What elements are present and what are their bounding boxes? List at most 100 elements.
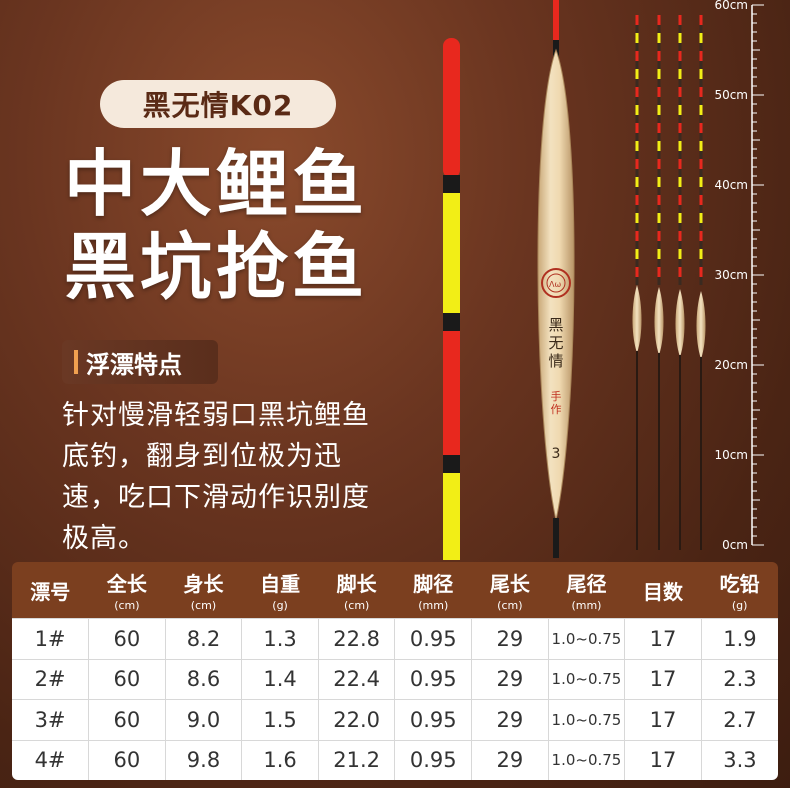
column-header-unit: (g) — [272, 599, 288, 612]
table-cell: 0.95 — [394, 618, 472, 659]
table-cell: 17 — [624, 658, 702, 700]
column-header: 身长 (cm) — [165, 562, 242, 619]
column-header-unit: (g) — [731, 599, 748, 612]
spec-table-header: 漂号 全长 (cm) 身长 (cm) 自重 (g) 脚长 (cm) 脚径 (mm) 尾长 (cm) 尾径 (… — [12, 562, 778, 619]
float-lineup — [632, 15, 706, 550]
column-header: 漂号 — [12, 562, 89, 619]
table-cell: 17 — [624, 618, 702, 659]
small-float — [654, 15, 664, 550]
table-cell: 3# — [12, 699, 89, 740]
height-ruler: 60cm 50cm 40cm 30cm 20cm 10cm 0cm — [714, 0, 764, 552]
features-title: 浮漂特点 — [86, 350, 182, 379]
brand-seal-icon: Λω — [549, 280, 561, 289]
table-row: 2# 60 8.6 1.4 22.4 0.95 29 1.0~0.75 17 2.3 — [12, 658, 778, 700]
table-cell: 3.3 — [700, 739, 778, 780]
ruler-label: 30cm — [714, 268, 748, 282]
float-main-body: Λω — [537, 0, 575, 558]
headline-line-2: 黑坑抢鱼 — [64, 225, 369, 309]
product-model-label: 黑无情K02 — [142, 89, 294, 122]
table-cell: 2# — [12, 658, 89, 700]
table-row: 1# 60 8.2 1.3 22.8 0.95 29 1.0~0.75 17 1.9 — [12, 618, 778, 659]
table-cell: 29 — [471, 658, 549, 700]
float-name-text: 黑无情 — [548, 316, 563, 370]
table-cell: 1.5 — [241, 699, 319, 740]
features-section-tag: 浮漂特点 — [62, 340, 218, 384]
column-header-label: 脚长 — [336, 572, 377, 596]
spec-table-container: 漂号 全长 (cm) 身长 (cm) 自重 (g) 脚长 (cm) 脚径 (mm) 尾长 (cm) 尾径 (… — [12, 562, 778, 780]
column-header-label: 漂号 — [30, 579, 71, 604]
table-row: 3# 60 9.0 1.5 22.0 0.95 29 1.0~0.75 17 2.7 — [12, 699, 778, 740]
column-header: 脚径 (mm) — [395, 562, 472, 619]
table-cell: 8.6 — [164, 658, 242, 700]
table-cell: 1.0~0.75 — [547, 618, 625, 659]
table-cell: 4# — [12, 739, 89, 780]
float-body-text: 黑无情 手作 3 — [548, 316, 563, 462]
column-header-label: 身长 — [183, 572, 224, 596]
column-header: 尾长 (cm) — [472, 562, 549, 619]
table-cell: 17 — [624, 699, 702, 740]
small-float — [632, 15, 642, 550]
small-float — [675, 15, 685, 550]
table-cell: 0.95 — [394, 739, 472, 780]
handmade-text: 手作 — [551, 389, 562, 416]
table-cell: 21.2 — [317, 739, 395, 780]
column-header-unit: (mm) — [571, 599, 602, 612]
table-cell: 9.0 — [164, 699, 242, 740]
table-cell: 60 — [88, 739, 166, 780]
table-cell: 22.8 — [317, 618, 395, 659]
float-illustration: Λω 黑无情 手作 3 60cm 50cm 40cm 30cm 20cm 10cm 0cm — [443, 0, 764, 560]
table-cell: 0.95 — [394, 658, 472, 700]
column-header-unit: (cm) — [497, 599, 523, 612]
column-header-label: 尾长 — [489, 572, 530, 596]
accent-bar — [74, 350, 78, 374]
column-header: 尾径 (mm) — [548, 562, 625, 619]
spec-table-body: 1# 60 8.2 1.3 22.8 0.95 29 1.0~0.75 17 1.9 2# 60 8.6… — [12, 618, 778, 780]
table-cell: 29 — [471, 699, 549, 740]
column-header: 脚长 (cm) — [318, 562, 395, 619]
features-description: 针对慢滑轻弱口黑坑鲤鱼底钓，翻身到位极为迅速，吃口下滑动作识别度极高。 — [62, 400, 370, 554]
table-cell: 60 — [88, 699, 166, 740]
column-header-label: 自重 — [260, 572, 301, 596]
column-header: 目数 — [625, 562, 702, 619]
table-cell: 1# — [12, 618, 89, 659]
float-tail-closeup — [443, 38, 460, 560]
headline-line-1: 中大鲤鱼 — [64, 142, 369, 226]
table-cell: 8.2 — [164, 618, 242, 659]
column-header-unit: (cm) — [114, 599, 140, 612]
column-header-unit: (mm) — [418, 599, 449, 612]
column-header-label: 目数 — [643, 579, 684, 604]
ruler-label: 40cm — [714, 178, 748, 192]
table-cell: 9.8 — [164, 739, 242, 780]
column-header-unit: (cm) — [190, 599, 217, 612]
column-header: 全长 (cm) — [89, 562, 166, 619]
table-cell: 0.95 — [394, 699, 472, 740]
table-cell: 1.3 — [241, 618, 319, 659]
table-cell: 17 — [624, 739, 702, 780]
column-header: 自重 (g) — [242, 562, 319, 619]
table-cell: 60 — [88, 658, 166, 700]
ruler-label: 50cm — [714, 88, 748, 102]
column-header-label: 吃铅 — [719, 572, 760, 596]
table-cell: 1.9 — [700, 618, 778, 659]
table-cell: 29 — [471, 739, 549, 780]
table-cell: 60 — [88, 618, 166, 659]
table-cell: 22.0 — [317, 699, 395, 740]
column-header-label: 脚径 — [413, 572, 454, 596]
table-cell: 1.0~0.75 — [547, 658, 625, 700]
float-number-text: 3 — [552, 446, 561, 462]
table-cell: 1.0~0.75 — [547, 739, 625, 780]
table-cell: 1.0~0.75 — [547, 699, 625, 740]
table-cell: 1.6 — [241, 739, 319, 780]
ruler-label: 60cm — [714, 0, 748, 12]
column-header-label: 尾径 — [566, 572, 607, 596]
ruler-label: 10cm — [714, 448, 748, 462]
spec-table: 漂号 全长 (cm) 身长 (cm) 自重 (g) 脚长 (cm) 脚径 (mm) 尾长 (cm) 尾径 (… — [12, 562, 778, 780]
table-cell: 29 — [471, 618, 549, 659]
column-header: 吃铅 (g) — [701, 562, 778, 619]
small-float — [696, 15, 706, 550]
table-cell: 2.3 — [700, 658, 778, 700]
table-cell: 2.7 — [700, 699, 778, 740]
table-cell: 22.4 — [317, 658, 395, 700]
column-header-label: 全长 — [106, 572, 147, 596]
ruler-label: 0cm — [722, 538, 748, 552]
